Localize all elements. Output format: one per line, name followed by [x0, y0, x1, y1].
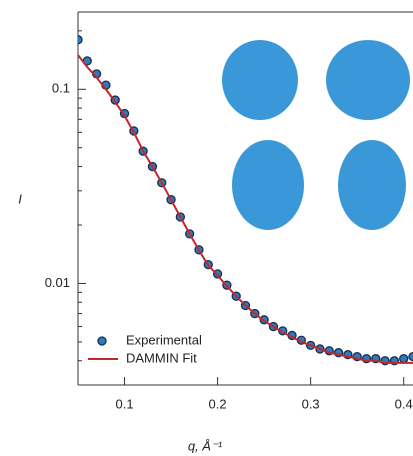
- legend-label: DAMMIN Fit: [126, 350, 197, 365]
- x-tick-label: 0.3: [302, 396, 320, 411]
- model-image: [326, 40, 410, 120]
- model-image: [232, 140, 304, 230]
- chart: q, Å⁻¹ I 0.1 0.01 0.1 0.2 0.3 0.4 Experimental…: [0, 0, 413, 456]
- y-axis-label: I: [18, 191, 22, 206]
- y-tick-label: 0.01: [45, 275, 70, 290]
- y-tick-label: 0.1: [52, 81, 70, 96]
- legend-label: Experimental: [126, 332, 202, 347]
- x-tick-label: 0.4: [395, 396, 413, 411]
- x-tick-label: 0.1: [115, 396, 133, 411]
- x-tick-label: 0.2: [209, 396, 227, 411]
- legend-marker: [98, 337, 106, 345]
- data-point: [74, 36, 82, 44]
- model-images: [222, 40, 410, 230]
- model-image: [338, 140, 406, 230]
- data-point: [400, 355, 408, 363]
- model-image: [222, 40, 298, 120]
- x-axis-label: q, Å⁻¹: [188, 438, 223, 453]
- data-point: [409, 353, 413, 361]
